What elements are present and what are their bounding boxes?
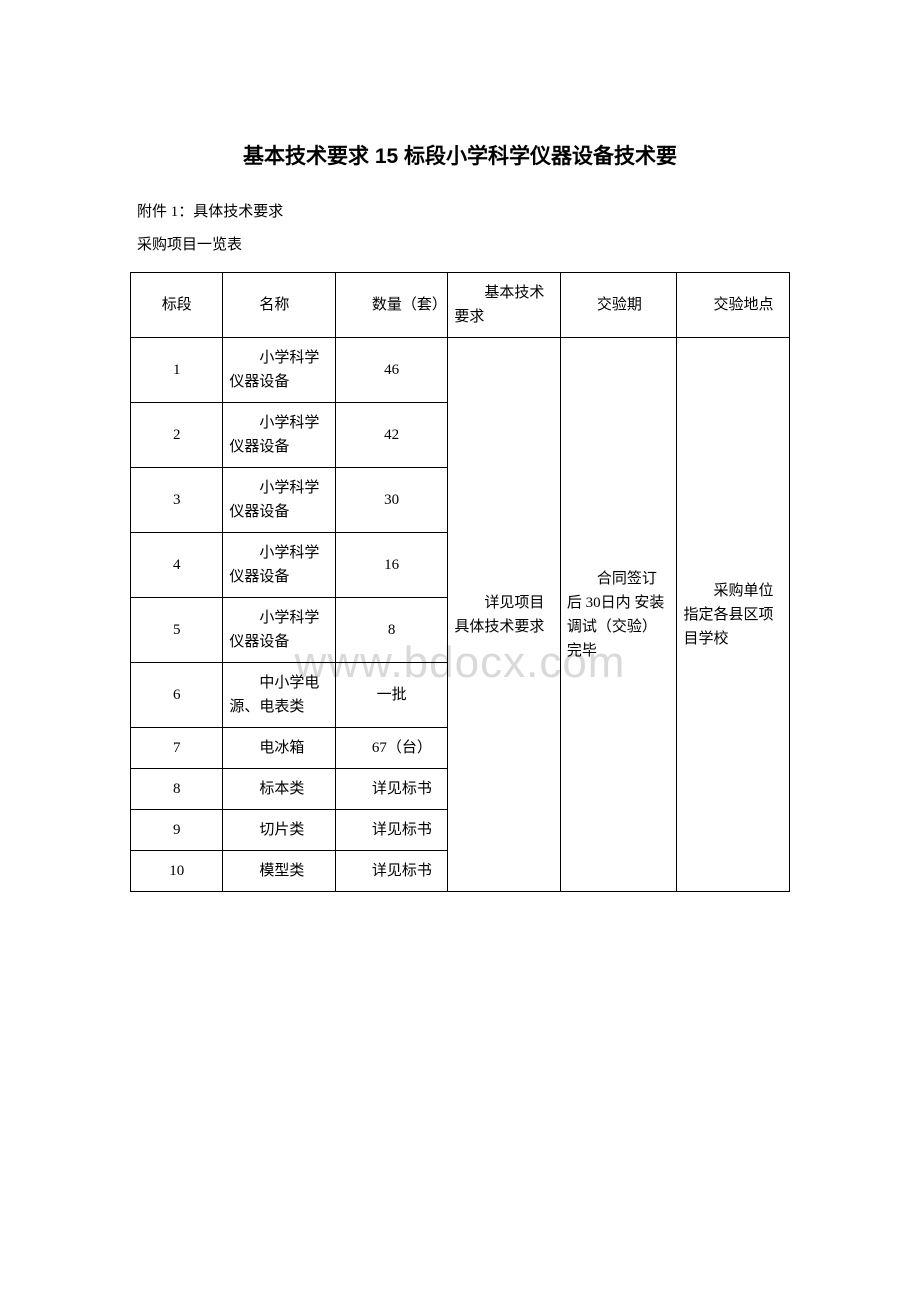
cell-delivery-period: 合同签订后 30日内 安装调试（交验）完毕	[560, 338, 677, 892]
header-section: 标段	[131, 273, 223, 338]
cell-name: 电冰箱	[223, 728, 336, 769]
cell-section: 1	[131, 338, 223, 403]
document-content: 基本技术要求 15 标段小学科学仪器设备技术要 附件 1：具体技术要求 采购项目…	[130, 140, 790, 892]
table-row: 1 小学科学仪器设备 46 详见项目具体技术要求 合同签订后 30日内 安装调试…	[131, 338, 790, 403]
cell-qty: 详见标书	[335, 851, 448, 892]
cell-section: 10	[131, 851, 223, 892]
cell-name: 标本类	[223, 769, 336, 810]
cell-section: 2	[131, 403, 223, 468]
cell-name: 小学科学仪器设备	[223, 338, 336, 403]
cell-name: 切片类	[223, 810, 336, 851]
header-location: 交验地点	[677, 273, 790, 338]
cell-qty: 详见标书	[335, 769, 448, 810]
cell-name: 小学科学仪器设备	[223, 533, 336, 598]
cell-qty: 8	[335, 598, 448, 663]
cell-section: 9	[131, 810, 223, 851]
page-title: 基本技术要求 15 标段小学科学仪器设备技术要	[130, 140, 790, 170]
header-qty: 数量（套）	[335, 273, 448, 338]
cell-name: 小学科学仪器设备	[223, 598, 336, 663]
header-tech: 基本技术要求	[448, 273, 561, 338]
list-title: 采购项目一览表	[130, 233, 790, 254]
cell-section: 5	[131, 598, 223, 663]
cell-section: 3	[131, 468, 223, 533]
cell-qty: 16	[335, 533, 448, 598]
cell-name: 小学科学仪器设备	[223, 403, 336, 468]
cell-tech-req: 详见项目具体技术要求	[448, 338, 561, 892]
cell-qty: 42	[335, 403, 448, 468]
header-period: 交验期	[560, 273, 677, 338]
cell-delivery-location: 采购单位指定各县区项目学校	[677, 338, 790, 892]
procurement-table: 标段 名称 数量（套） 基本技术要求 交验期 交验地点 1 小学科学仪器设备 4…	[130, 272, 790, 892]
cell-qty: 一批	[335, 663, 448, 728]
cell-section: 4	[131, 533, 223, 598]
cell-qty: 67（台）	[335, 728, 448, 769]
cell-section: 8	[131, 769, 223, 810]
cell-section: 7	[131, 728, 223, 769]
cell-name: 模型类	[223, 851, 336, 892]
cell-qty: 详见标书	[335, 810, 448, 851]
table-header-row: 标段 名称 数量（套） 基本技术要求 交验期 交验地点	[131, 273, 790, 338]
cell-qty: 30	[335, 468, 448, 533]
attachment-label: 附件 1：具体技术要求	[130, 200, 790, 221]
header-name: 名称	[223, 273, 336, 338]
cell-name: 小学科学仪器设备	[223, 468, 336, 533]
cell-qty: 46	[335, 338, 448, 403]
cell-name: 中小学电源、电表类	[223, 663, 336, 728]
cell-section: 6	[131, 663, 223, 728]
